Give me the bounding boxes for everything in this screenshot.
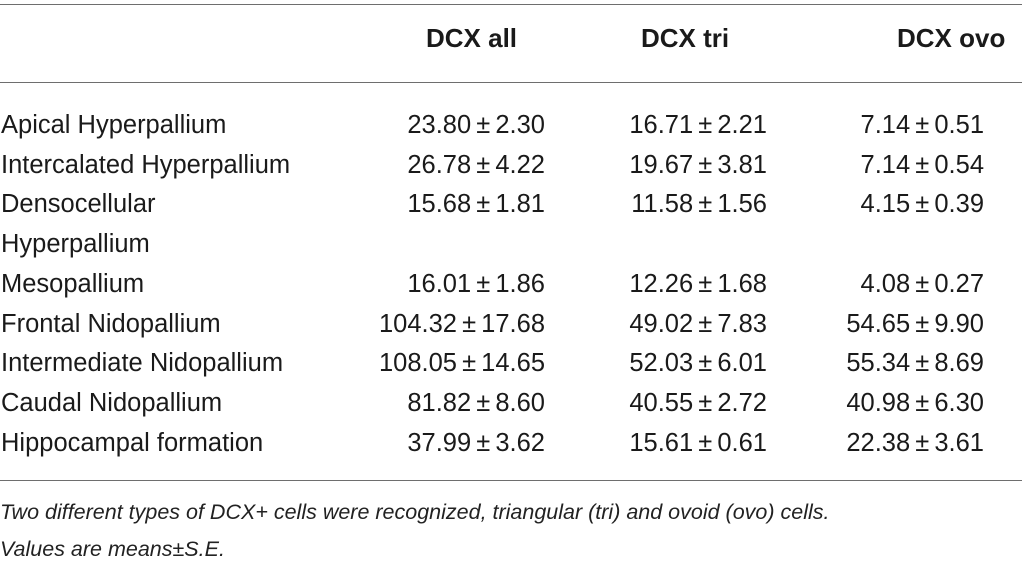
footnote-line-1: Two different types of DCX+ cells were r… xyxy=(0,500,830,524)
row-label: Intercalated Hyperpallium xyxy=(1,150,291,179)
cell-dcx-tri: 49.02 ± 7.83 xyxy=(629,309,767,338)
row-label: Densocellular xyxy=(1,190,156,219)
cell-dcx-ovo: 40.98 ± 6.30 xyxy=(846,388,984,417)
header-dcx-all: DCX all xyxy=(426,22,518,53)
header-dcx-ovo: DCX ovo xyxy=(897,22,1006,53)
table-row: Densocellular 15.68 ± 1.81 11.58 ± 1.56 … xyxy=(0,185,1022,225)
table-row: Hyperpallium xyxy=(0,225,1022,265)
cell-dcx-tri: 16.71 ± 2.21 xyxy=(629,111,767,139)
table-row: Hippocampal formation 37.99 ± 3.62 15.61… xyxy=(0,424,1022,464)
cell-dcx-all: 23.80 ± 2.30 xyxy=(407,111,545,139)
cell-dcx-all: 104.32 ± 17.68 xyxy=(378,309,545,338)
table-row: Frontal Nidopallium 104.32 ± 17.68 49.02… xyxy=(0,305,1022,345)
table-row: Mesopallium 16.01 ± 1.86 12.26 ± 1.68 4.… xyxy=(0,265,1022,305)
table-row: Apical Hyperpallium 23.80 ± 2.30 16.71 ±… xyxy=(0,82,1022,146)
cell-dcx-tri xyxy=(571,225,797,265)
cell-dcx-ovo: 4.15 ± 0.39 xyxy=(860,190,984,219)
cell-dcx-all: 26.78 ± 4.22 xyxy=(407,150,545,179)
cell-dcx-all: 108.05 ± 14.65 xyxy=(378,349,545,378)
cell-dcx-ovo: 7.14 ± 0.51 xyxy=(860,111,984,139)
table-header-row: DCX all DCX tri DCX ovo xyxy=(0,0,1022,82)
header-region xyxy=(0,0,340,82)
row-label: Hippocampal formation xyxy=(1,428,264,457)
table-header-rule xyxy=(0,82,1022,83)
table-top-rule xyxy=(0,4,1022,5)
cell-dcx-ovo xyxy=(797,225,1022,265)
table-footnote: Two different types of DCX+ cells were r… xyxy=(0,494,1022,568)
row-label: Apical Hyperpallium xyxy=(1,111,227,139)
cell-dcx-ovo: 4.08 ± 0.27 xyxy=(860,269,984,298)
cell-dcx-all: 37.99 ± 3.62 xyxy=(407,428,545,457)
table-row: Intercalated Hyperpallium 26.78 ± 4.22 1… xyxy=(0,146,1022,186)
table-row: Intermediate Nidopallium 108.05 ± 14.65 … xyxy=(0,344,1022,384)
cell-dcx-ovo: 22.38 ± 3.61 xyxy=(846,428,984,457)
cell-dcx-ovo: 54.65 ± 9.90 xyxy=(846,309,984,338)
cell-dcx-tri: 40.55 ± 2.72 xyxy=(629,388,767,417)
row-label: Frontal Nidopallium xyxy=(1,309,221,338)
cell-dcx-all xyxy=(340,225,571,265)
data-table: DCX all DCX tri DCX ovo Apical Hyperpall… xyxy=(0,0,1022,464)
header-dcx-tri: DCX tri xyxy=(641,22,730,53)
table-bottom-rule xyxy=(0,480,1022,481)
cell-dcx-all: 16.01 ± 1.86 xyxy=(407,269,545,298)
row-label: Intermediate Nidopallium xyxy=(1,349,284,378)
row-label: Hyperpallium xyxy=(1,230,150,259)
cell-dcx-tri: 19.67 ± 3.81 xyxy=(629,150,767,179)
footnote-line-2: Values are means±S.E. xyxy=(0,537,225,561)
cell-dcx-tri: 52.03 ± 6.01 xyxy=(629,349,767,378)
cell-dcx-all: 15.68 ± 1.81 xyxy=(407,190,545,219)
cell-dcx-ovo: 55.34 ± 8.69 xyxy=(846,349,984,378)
cell-dcx-tri: 15.61 ± 0.61 xyxy=(629,428,767,457)
row-label: Mesopallium xyxy=(1,269,145,298)
cell-dcx-ovo: 7.14 ± 0.54 xyxy=(860,150,984,179)
cell-dcx-tri: 11.58 ± 1.56 xyxy=(631,190,767,219)
row-label: Caudal Nidopallium xyxy=(1,388,223,417)
table-row: Caudal Nidopallium 81.82 ± 8.60 40.55 ± … xyxy=(0,384,1022,424)
cell-dcx-all: 81.82 ± 8.60 xyxy=(407,388,545,417)
cell-dcx-tri: 12.26 ± 1.68 xyxy=(629,269,767,298)
